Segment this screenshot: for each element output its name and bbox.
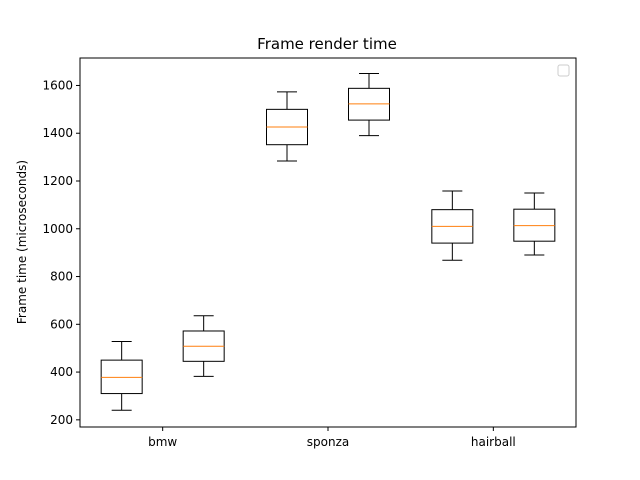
y-tick-label: 1200 [42, 174, 73, 188]
y-tick-label: 1000 [42, 222, 73, 236]
box-sponza-1 [266, 91, 308, 162]
x-tick-label: bmw [148, 435, 177, 449]
boxes-layer [100, 73, 556, 411]
x-tick-label: hairball [471, 435, 516, 449]
y-tick-label: 600 [50, 317, 73, 331]
legend-box [557, 64, 570, 77]
box-bmw-1 [100, 340, 143, 411]
y-tick-label: 400 [50, 365, 73, 379]
box-hairball-2 [513, 192, 556, 256]
y-tick-label: 800 [50, 270, 73, 284]
y-axis-label: Frame time (microseconds) [15, 160, 29, 324]
y-tick-label: 1600 [42, 78, 73, 92]
box-hairball-1 [431, 190, 474, 261]
box-sponza-2 [348, 73, 390, 137]
chart-title: Frame render time [257, 35, 397, 53]
y-tick-label: 200 [50, 413, 73, 427]
y-axis: 200 400 600 800 1000 1200 1400 1600 [42, 78, 80, 427]
y-tick-label: 1400 [42, 126, 73, 140]
x-tick-label: sponza [307, 435, 349, 449]
x-axis: bmw sponza hairball [148, 427, 516, 449]
plot-area [79, 57, 577, 428]
box-bmw-2 [182, 315, 225, 377]
